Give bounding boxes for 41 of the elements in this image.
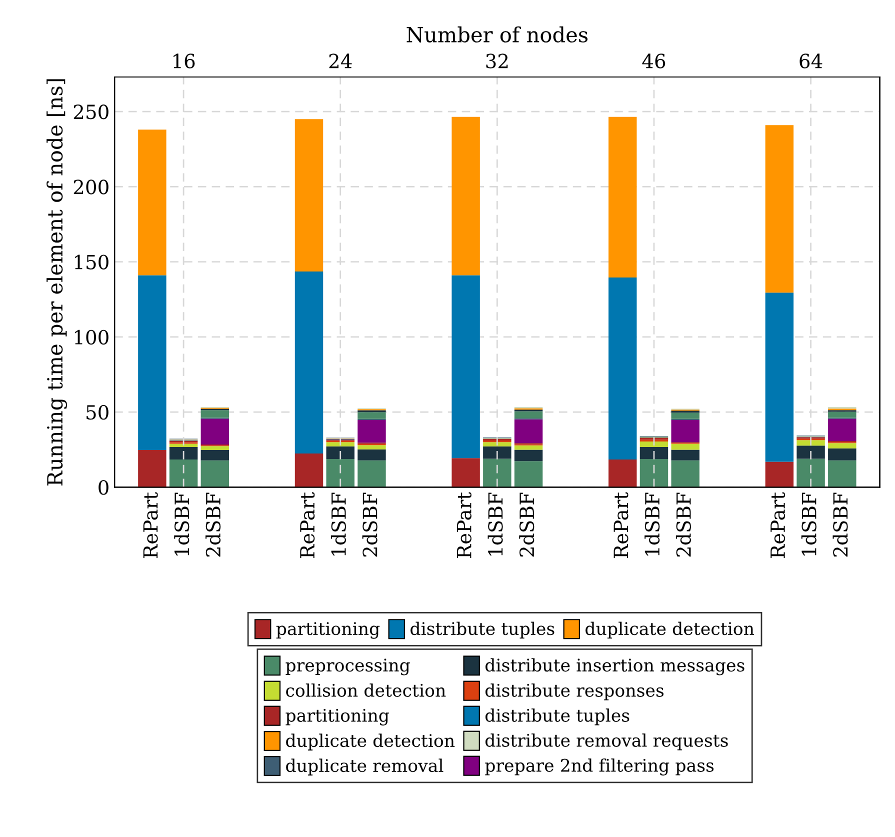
y-tick-label: 0 xyxy=(98,480,108,495)
legend-label: preprocessing xyxy=(286,658,410,676)
legend-label: distribute tuples xyxy=(485,708,630,726)
x-tick-label: RePart xyxy=(614,492,628,558)
x2-axis-title: Number of nodes xyxy=(406,26,588,43)
x-tick-label: 2dSBF xyxy=(832,492,848,557)
legend-label: duplicate detection xyxy=(286,734,455,750)
x-tick-label: 1dSBF xyxy=(488,492,503,556)
y-tick-label: 250 xyxy=(74,104,108,120)
x-tick-label: RePart xyxy=(457,492,472,558)
y-tick-label: 200 xyxy=(74,180,108,194)
x-tick-label: RePart xyxy=(143,492,158,558)
legend-label: partitioning xyxy=(276,622,380,639)
legend-label: distribute tuples xyxy=(410,622,554,639)
legend-label: distribute insertion messages xyxy=(485,658,744,676)
text: 46 xyxy=(642,54,666,68)
legend-label: distribute removal requests xyxy=(485,733,728,750)
legend-label: duplicate removal xyxy=(286,758,444,776)
legend-label: distribute responses xyxy=(485,683,664,700)
x-tick-label: 1dSBF xyxy=(174,492,190,556)
x-tick-label: RePart xyxy=(770,492,786,558)
legend-label: collision detection xyxy=(286,683,446,697)
legend-label: duplicate detection xyxy=(586,622,754,639)
y-tick-label: 100 xyxy=(74,330,108,345)
y-tick-label: 50 xyxy=(86,404,108,420)
x-tick-label: 1dSBF xyxy=(801,492,816,556)
legend-label: prepare 2nd filtering pass xyxy=(485,758,714,776)
text: 64 xyxy=(800,54,822,68)
y-tick-label: 150 xyxy=(74,254,108,270)
x-tick-label: RePart xyxy=(300,492,315,558)
legend-label: partitioning xyxy=(286,708,390,726)
x-tick-label: 2dSBF xyxy=(676,492,691,557)
x-tick-label: 2dSBF xyxy=(206,492,221,557)
x-tick-label: 1dSBF xyxy=(330,492,346,556)
x-tick-label: 1dSBF xyxy=(644,492,660,556)
text: 32 xyxy=(486,54,508,68)
text: 16 xyxy=(174,54,195,68)
x-tick-label: 2dSBF xyxy=(362,492,378,557)
y-axis-title: Running time per element of node [ns] xyxy=(46,79,68,486)
text: 24 xyxy=(329,54,352,68)
x-tick-label: 2dSBF xyxy=(519,492,534,557)
